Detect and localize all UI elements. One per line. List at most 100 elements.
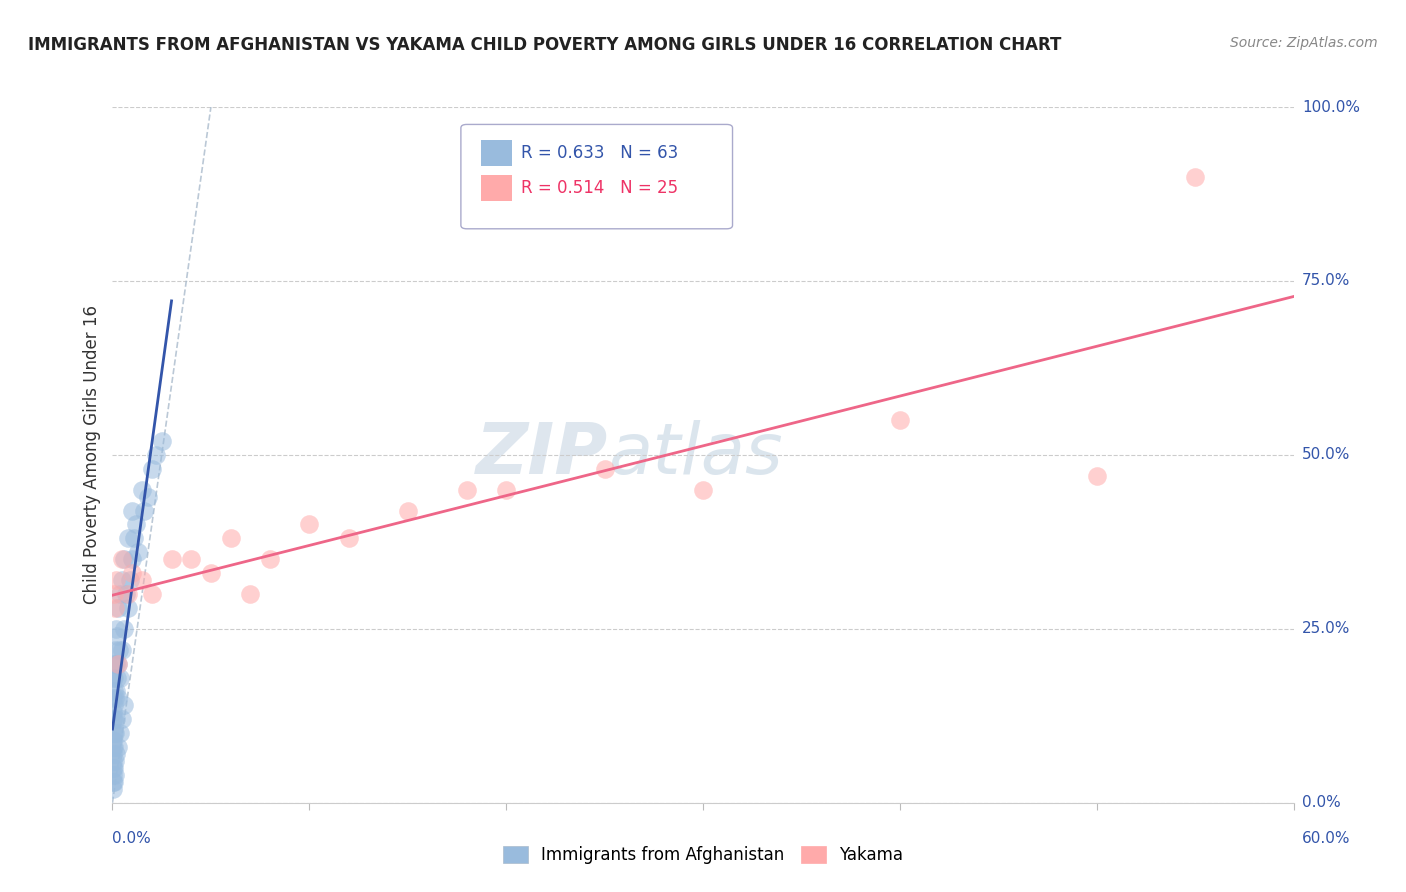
Point: [219, 532, 242, 546]
Point: [692, 483, 714, 497]
Point: [107, 657, 129, 671]
Point: [1184, 169, 1206, 184]
Point: [141, 462, 163, 476]
Text: atlas: atlas: [609, 420, 783, 490]
Point: [103, 726, 125, 740]
Point: [103, 712, 125, 726]
Point: [120, 573, 142, 587]
Point: [1085, 468, 1108, 483]
Point: [110, 726, 132, 740]
Point: [103, 768, 125, 782]
Point: [150, 434, 173, 448]
Text: 75.0%: 75.0%: [1302, 274, 1350, 288]
Point: [593, 462, 616, 476]
Point: [110, 671, 132, 685]
Point: [298, 517, 321, 532]
Point: [127, 545, 149, 559]
Text: 50.0%: 50.0%: [1302, 448, 1350, 462]
Legend: Immigrants from Afghanistan, Yakama: Immigrants from Afghanistan, Yakama: [503, 846, 903, 864]
Point: [160, 552, 183, 566]
Text: 25.0%: 25.0%: [1302, 622, 1350, 636]
Point: [103, 691, 125, 706]
Point: [103, 657, 125, 671]
Point: [103, 775, 125, 789]
Point: [111, 712, 134, 726]
Point: [495, 483, 517, 497]
FancyBboxPatch shape: [481, 175, 512, 201]
Point: [103, 761, 125, 775]
Point: [104, 726, 127, 740]
Point: [121, 566, 143, 581]
Point: [239, 587, 262, 601]
Point: [103, 775, 125, 789]
Point: [112, 622, 135, 636]
Point: [103, 740, 125, 755]
Point: [131, 573, 153, 587]
Point: [103, 712, 125, 726]
Point: [104, 768, 127, 782]
Point: [889, 413, 911, 427]
Point: [103, 684, 125, 698]
Point: [103, 733, 125, 747]
Text: ZIP: ZIP: [477, 420, 609, 490]
Point: [259, 552, 281, 566]
Text: 60.0%: 60.0%: [1302, 830, 1350, 846]
Point: [112, 552, 135, 566]
Point: [103, 754, 125, 768]
Text: 0.0%: 0.0%: [112, 830, 152, 846]
Point: [103, 781, 125, 796]
Point: [107, 629, 129, 643]
Point: [103, 740, 125, 755]
Point: [105, 747, 128, 761]
Point: [111, 552, 134, 566]
Point: [121, 503, 143, 517]
Point: [103, 587, 125, 601]
Point: [105, 657, 128, 671]
Point: [105, 684, 128, 698]
Point: [111, 642, 134, 657]
Point: [117, 601, 139, 615]
FancyBboxPatch shape: [461, 124, 733, 229]
FancyBboxPatch shape: [481, 140, 512, 166]
Point: [107, 601, 129, 615]
Point: [337, 532, 360, 546]
Point: [103, 698, 125, 713]
Point: [103, 671, 125, 685]
Point: [103, 671, 125, 685]
Point: [104, 601, 127, 615]
Point: [104, 691, 127, 706]
Point: [105, 573, 128, 587]
Point: [115, 587, 138, 601]
Point: [103, 706, 125, 720]
Point: [107, 691, 129, 706]
Point: [117, 587, 139, 601]
Point: [112, 698, 135, 713]
Point: [122, 532, 145, 546]
Text: R = 0.514   N = 25: R = 0.514 N = 25: [522, 178, 678, 197]
Point: [107, 740, 129, 755]
Point: [110, 587, 132, 601]
Point: [145, 448, 167, 462]
Point: [396, 503, 419, 517]
Point: [105, 622, 128, 636]
Text: 100.0%: 100.0%: [1302, 100, 1360, 114]
Text: R = 0.633   N = 63: R = 0.633 N = 63: [522, 144, 678, 162]
Point: [107, 657, 129, 671]
Point: [103, 747, 125, 761]
Point: [104, 642, 127, 657]
Point: [131, 483, 153, 497]
Text: 0.0%: 0.0%: [1302, 796, 1340, 810]
Text: Source: ZipAtlas.com: Source: ZipAtlas.com: [1230, 36, 1378, 50]
Point: [103, 761, 125, 775]
Point: [200, 566, 222, 581]
Point: [121, 552, 143, 566]
Point: [141, 587, 163, 601]
Text: IMMIGRANTS FROM AFGHANISTAN VS YAKAMA CHILD POVERTY AMONG GIRLS UNDER 16 CORRELA: IMMIGRANTS FROM AFGHANISTAN VS YAKAMA CH…: [28, 36, 1062, 54]
Point: [117, 532, 139, 546]
Point: [105, 712, 128, 726]
Point: [132, 503, 155, 517]
Point: [125, 517, 148, 532]
Point: [180, 552, 202, 566]
Point: [456, 483, 478, 497]
Point: [104, 754, 127, 768]
